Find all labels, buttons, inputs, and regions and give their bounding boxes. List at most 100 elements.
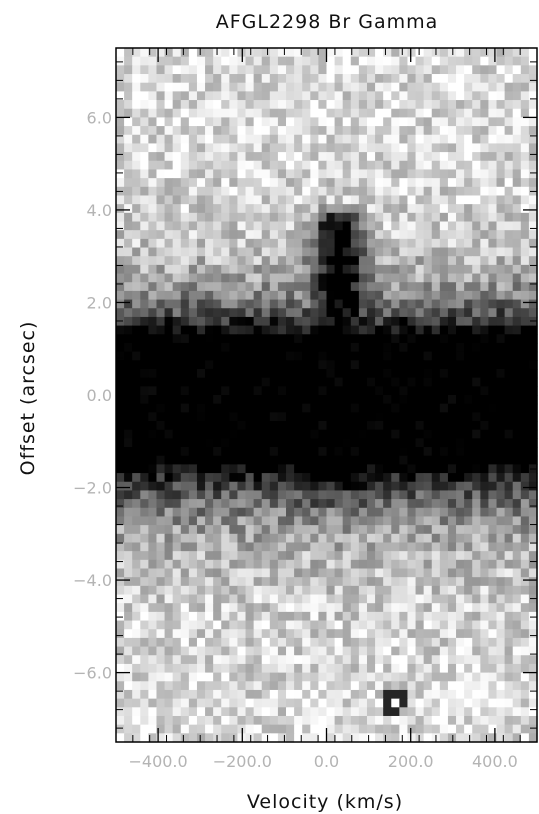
heatmap-cell — [229, 672, 239, 682]
heatmap-cell — [294, 221, 303, 231]
heatmap-cell — [253, 204, 263, 214]
heatmap-cell — [124, 117, 133, 127]
heatmap-cell — [375, 421, 384, 431]
heatmap-cell — [431, 585, 441, 596]
heatmap-cell — [407, 577, 417, 587]
heatmap-cell — [464, 689, 473, 700]
heatmap-cell — [326, 351, 336, 361]
heatmap-cell — [472, 403, 481, 413]
heatmap-cell — [366, 733, 376, 743]
heatmap-cell — [407, 395, 417, 405]
heatmap-cell — [205, 368, 214, 379]
heatmap-cell — [512, 195, 522, 205]
heatmap-cell — [172, 195, 182, 205]
heatmap-cell — [472, 429, 481, 439]
heatmap-cell — [350, 429, 360, 439]
heatmap-cell — [156, 221, 166, 231]
heatmap-cell — [391, 724, 400, 734]
heatmap-cell — [269, 672, 279, 682]
heatmap-cell — [253, 152, 263, 162]
heatmap-cell — [277, 421, 287, 431]
heatmap-cell — [480, 152, 490, 162]
heatmap-cell — [245, 342, 255, 353]
heatmap-cell — [488, 429, 498, 439]
heatmap-cell — [423, 594, 433, 604]
heatmap-cell — [132, 273, 141, 283]
heatmap-cell — [318, 429, 328, 439]
heatmap-cell — [334, 56, 344, 66]
heatmap-cell — [447, 490, 457, 500]
heatmap-cell — [488, 48, 498, 58]
heatmap-cell — [342, 620, 352, 630]
heatmap-cell — [399, 126, 409, 136]
heatmap-cell — [326, 429, 336, 439]
heatmap-cell — [415, 186, 425, 197]
heatmap-cell — [269, 681, 279, 691]
heatmap-cell — [439, 152, 449, 162]
heatmap-cell — [439, 481, 449, 492]
heatmap-cell — [286, 342, 295, 353]
heatmap-cell — [358, 360, 368, 370]
heatmap-cell — [140, 724, 149, 734]
heatmap-cell — [447, 707, 457, 717]
heatmap-cell — [164, 577, 174, 587]
heatmap-cell — [164, 360, 174, 370]
heatmap-cell — [164, 551, 174, 561]
heatmap-cell — [439, 264, 449, 275]
heatmap-cell — [196, 533, 206, 544]
heatmap-cell — [472, 221, 481, 231]
heatmap-cell — [124, 360, 133, 370]
heatmap-cell — [456, 169, 465, 179]
heatmap-cell — [253, 715, 263, 726]
heatmap-cell — [132, 256, 141, 266]
heatmap-cell — [294, 698, 303, 708]
heatmap-cell — [423, 256, 433, 266]
heatmap-cell — [464, 551, 473, 561]
heatmap-cell — [350, 707, 360, 717]
heatmap-cell — [504, 56, 514, 66]
heatmap-cell — [391, 594, 400, 604]
heatmap-cell — [520, 533, 530, 544]
heatmap-cell — [164, 455, 174, 466]
heatmap-cell — [180, 516, 190, 526]
heatmap-cell — [116, 663, 125, 674]
heatmap-cell — [431, 74, 441, 84]
heatmap-cell — [342, 264, 352, 275]
heatmap-cell — [237, 507, 247, 518]
heatmap-cell — [237, 282, 247, 292]
heatmap-cell — [196, 403, 206, 413]
heatmap-cell — [172, 264, 182, 275]
heatmap-cell — [148, 100, 158, 110]
heatmap-cell — [302, 238, 311, 249]
heatmap-cell — [520, 724, 530, 734]
heatmap-cell — [318, 473, 328, 483]
heatmap-cell — [269, 195, 279, 205]
heatmap-cell — [391, 126, 400, 136]
heatmap-cell — [512, 551, 522, 561]
heatmap-cell — [512, 126, 522, 136]
heatmap-cell — [480, 247, 490, 257]
heatmap-cell — [229, 186, 239, 197]
heatmap-cell — [140, 221, 149, 231]
heatmap-cell — [520, 499, 530, 509]
heatmap-cell — [399, 273, 409, 283]
heatmap-cell — [334, 212, 344, 223]
heatmap-cell — [439, 507, 449, 518]
heatmap-cell — [132, 516, 141, 526]
heatmap-cell — [205, 447, 214, 457]
heatmap-cell — [148, 74, 158, 84]
heatmap-cell — [132, 733, 141, 743]
heatmap-cell — [480, 525, 490, 535]
heatmap-cell — [124, 247, 133, 257]
heatmap-cell — [391, 473, 400, 483]
heatmap-cell — [407, 481, 417, 492]
heatmap-cell — [148, 377, 158, 387]
heatmap-cell — [221, 672, 230, 682]
heatmap-cell — [245, 395, 255, 405]
heatmap-cell — [213, 117, 222, 127]
heatmap-cell — [488, 126, 498, 136]
heatmap-cell — [456, 377, 465, 387]
heatmap-cell — [196, 160, 206, 171]
heatmap-cell — [326, 82, 336, 92]
heatmap-cell — [205, 620, 214, 630]
